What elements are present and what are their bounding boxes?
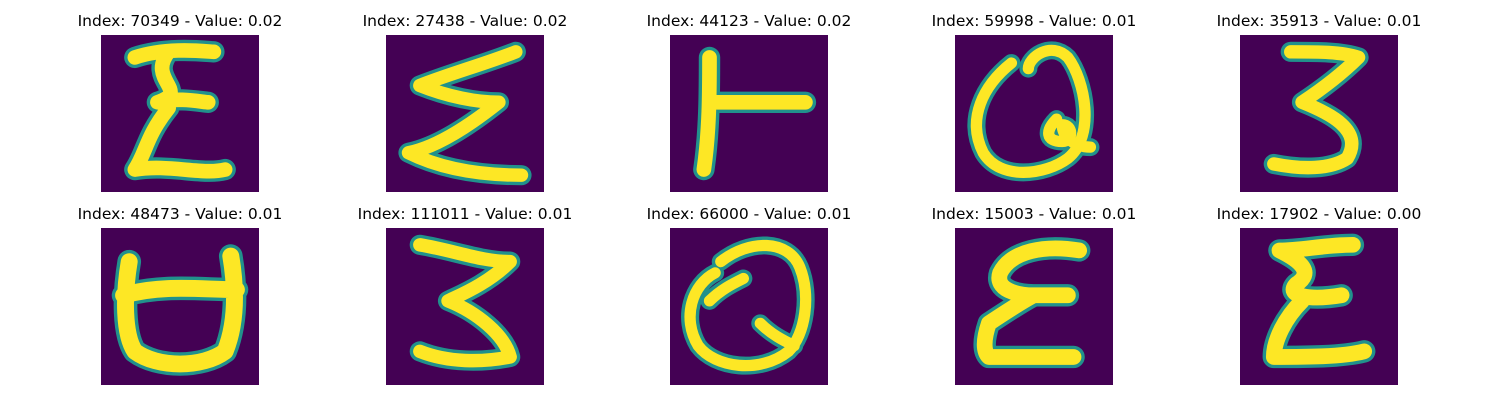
panel-image [670,228,828,385]
panel-image [670,35,828,192]
stroke-core [1265,236,1373,365]
panel-7: Index: 111011 - Value: 0.01 [355,204,575,394]
stroke-core [976,240,1088,365]
panel-image [101,228,259,385]
panel-title: Index: 44123 - Value: 0.02 [646,12,852,30]
panel-title: Index: 17902 - Value: 0.00 [1216,205,1422,223]
panel-image [1240,35,1398,192]
panel-image [101,35,259,192]
stroke-core [1267,45,1366,175]
stroke-core [115,247,245,373]
panel-6: Index: 48473 - Value: 0.01 [70,204,290,394]
panel-image [955,228,1113,385]
panel-3: Index: 44123 - Value: 0.02 [639,11,859,201]
panel-9: Index: 15003 - Value: 0.01 [924,204,1144,394]
panel-title: Index: 15003 - Value: 0.01 [931,205,1137,223]
panel-title: Index: 59998 - Value: 0.01 [931,12,1137,30]
panel-title: Index: 70349 - Value: 0.02 [77,12,283,30]
panel-title: Index: 48473 - Value: 0.01 [77,205,283,223]
panel-title: Index: 111011 - Value: 0.01 [357,205,573,223]
panel-2: Index: 27438 - Value: 0.02 [355,11,575,201]
panel-8: Index: 66000 - Value: 0.01 [639,204,859,394]
panel-1: Index: 70349 - Value: 0.02 [70,11,290,201]
panel-image [955,35,1113,192]
stroke-core [970,44,1097,178]
panel-image [1240,228,1398,385]
panel-5: Index: 35913 - Value: 0.01 [1209,11,1429,201]
panel-image [386,228,544,385]
panel-image [386,35,544,192]
panel-title: Index: 27438 - Value: 0.02 [362,12,568,30]
panel-10: Index: 17902 - Value: 0.00 [1209,204,1429,394]
stroke-core [401,45,529,182]
panel-title: Index: 66000 - Value: 0.01 [646,205,852,223]
stroke-core [696,50,813,177]
stroke-core [684,239,812,372]
stroke-core [413,238,517,368]
panel-title: Index: 35913 - Value: 0.01 [1216,12,1422,30]
stroke-core [127,43,233,179]
panel-4: Index: 59998 - Value: 0.01 [924,11,1144,201]
